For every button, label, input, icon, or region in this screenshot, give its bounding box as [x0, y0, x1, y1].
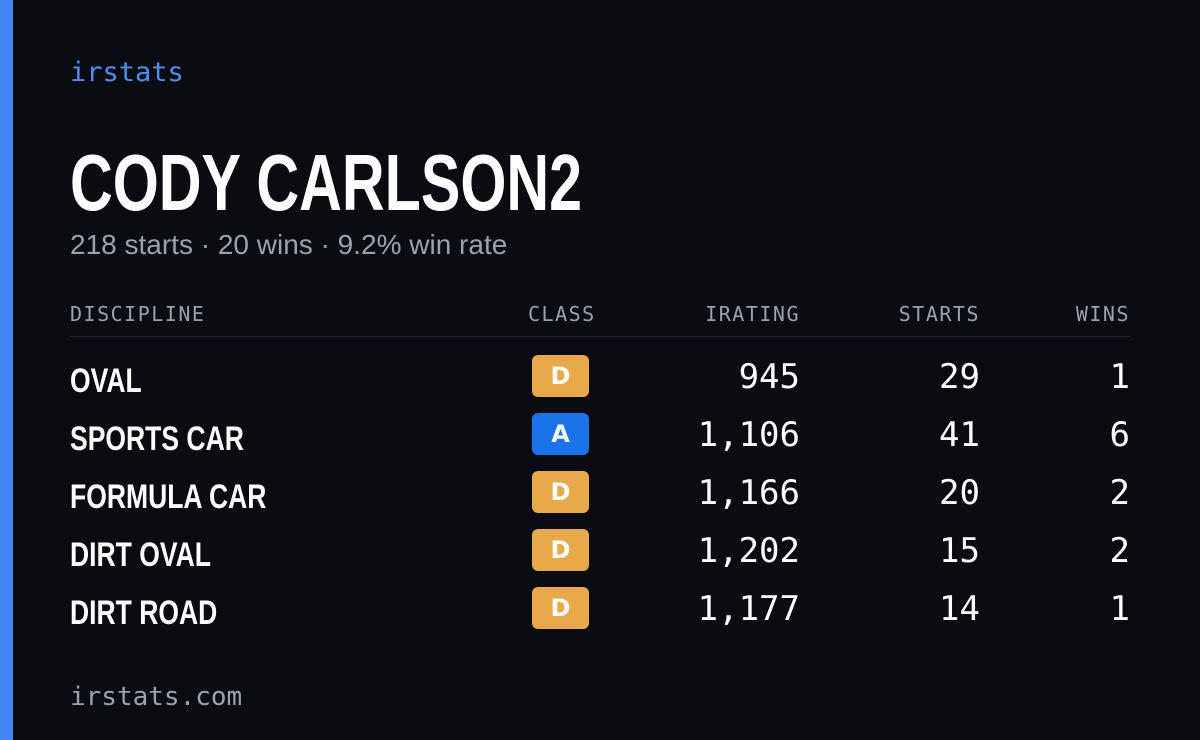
driver-name: CODY CARLSON2 [70, 138, 583, 227]
table-row: SPORTS CAR A 1,106 41 6 [70, 409, 1130, 467]
starts-value: 14 [939, 589, 980, 629]
table-body: OVAL D 945 29 1 SPORTS CAR A 1,106 41 6 … [70, 351, 1130, 641]
starts-value: 29 [939, 357, 980, 397]
discipline-name: SPORTS CAR [70, 420, 244, 458]
header-wins: WINS [1075, 302, 1130, 326]
class-badge: D [532, 587, 589, 629]
table-header: DISCIPLINE CLASS IRATING STARTS WINS [70, 296, 1130, 337]
class-badge: D [532, 529, 589, 571]
wins-value: 6 [1109, 415, 1130, 455]
class-badge: D [532, 471, 589, 513]
header-starts: STARTS [898, 302, 980, 326]
header-irating: IRATING [705, 302, 800, 326]
starts-value: 41 [939, 415, 980, 455]
class-badge: D [532, 355, 589, 397]
starts-value: 20 [939, 473, 980, 513]
irating-value: 945 [738, 357, 800, 397]
footer-url: irstats.com [70, 682, 243, 712]
table-row: OVAL D 945 29 1 [70, 351, 1130, 409]
discipline-table: DISCIPLINE CLASS IRATING STARTS WINS OVA… [70, 296, 1130, 641]
driver-summary: 218 starts · 20 wins · 9.2% win rate [70, 229, 508, 260]
header-class: CLASS [528, 302, 596, 326]
irating-value: 1,177 [697, 589, 800, 629]
irating-value: 1,202 [697, 531, 800, 571]
table-row: DIRT ROAD D 1,177 14 1 [70, 583, 1130, 641]
class-badge: A [532, 413, 589, 455]
discipline-name: DIRT ROAD [70, 594, 218, 632]
wins-value: 2 [1109, 531, 1130, 571]
brand-logo-text: irstats [70, 57, 184, 88]
wins-value: 1 [1109, 589, 1130, 629]
table-row: DIRT OVAL D 1,202 15 2 [70, 525, 1130, 583]
discipline-name: DIRT OVAL [70, 536, 211, 574]
irating-value: 1,166 [697, 473, 800, 513]
header-discipline: DISCIPLINE [70, 302, 206, 326]
table-row: FORMULA CAR D 1,166 20 2 [70, 467, 1130, 525]
discipline-name: OVAL [70, 362, 142, 400]
accent-bar [0, 0, 13, 740]
discipline-name: FORMULA CAR [70, 478, 267, 516]
starts-value: 15 [939, 531, 980, 571]
wins-value: 1 [1109, 357, 1130, 397]
wins-value: 2 [1109, 473, 1130, 513]
irating-value: 1,106 [697, 415, 800, 455]
